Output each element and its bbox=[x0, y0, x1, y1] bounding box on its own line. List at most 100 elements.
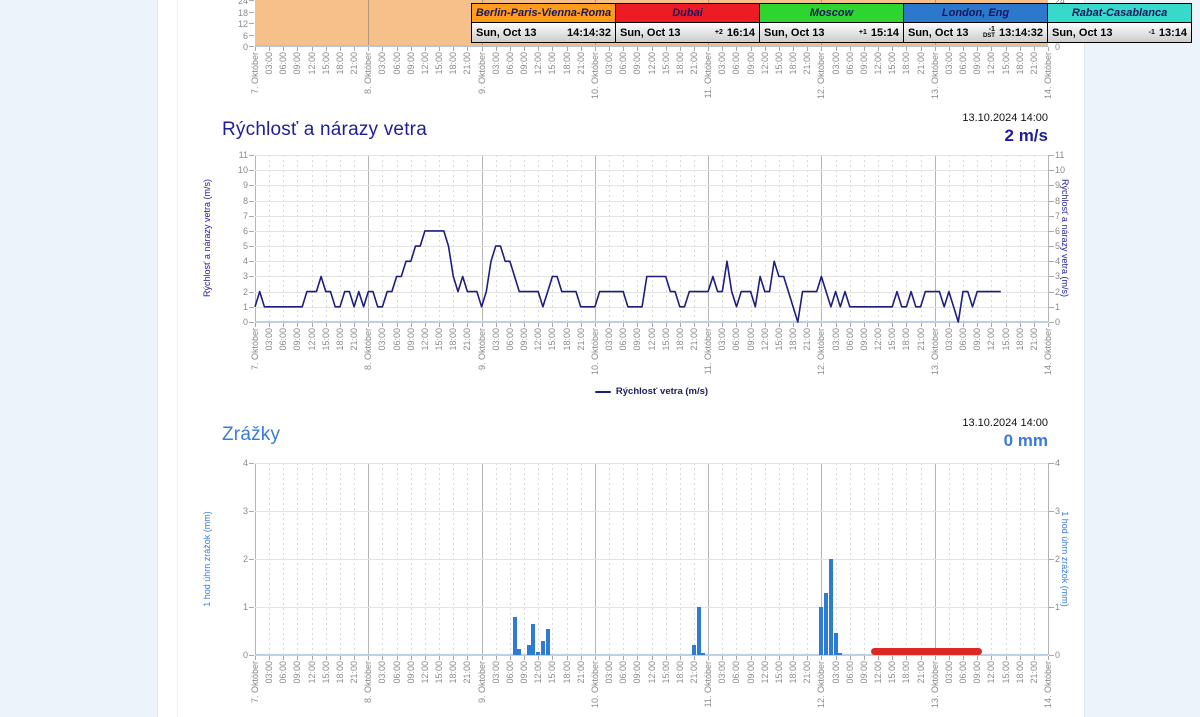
x-tick-mark bbox=[481, 323, 483, 327]
x-tick-hour-label: 06:00 bbox=[958, 328, 969, 351]
x-tick-mark bbox=[623, 323, 625, 327]
gridline-3h bbox=[283, 155, 285, 322]
x-tick-day-label: 12. Október bbox=[816, 52, 827, 100]
precip-bar bbox=[517, 649, 522, 655]
x-tick-day-label: 14. Október bbox=[1043, 661, 1053, 709]
x-tick-hour-label: 18:00 bbox=[561, 661, 572, 684]
x-tick-hour-label: 12:00 bbox=[533, 52, 544, 75]
x-tick-hour-label: 18:00 bbox=[561, 52, 572, 75]
x-tick-mark bbox=[255, 323, 256, 327]
precip-chart-timestamp: 13.10.2024 14:00 bbox=[962, 417, 1048, 429]
x-tick-mark bbox=[283, 323, 285, 327]
precip-yaxis-title-right: 1 hod úhrn zrážok (mm) bbox=[1060, 511, 1070, 607]
x-tick-hour-label: 06:00 bbox=[504, 661, 515, 684]
x-tick-hour-label: 15:00 bbox=[660, 328, 671, 351]
x-tick-hour-label: 12:00 bbox=[873, 661, 884, 684]
x-tick-mark bbox=[708, 656, 710, 660]
gridline-3h bbox=[693, 155, 695, 322]
x-tick-hour-label: 12:00 bbox=[646, 661, 657, 684]
gridline-3h bbox=[863, 155, 865, 322]
gridline-horizontal bbox=[255, 276, 1048, 278]
x-tick-mark bbox=[693, 47, 695, 51]
x-tick-mark bbox=[311, 656, 313, 660]
x-tick-mark bbox=[311, 47, 313, 51]
x-tick-mark bbox=[863, 47, 865, 51]
gridline-3h bbox=[354, 155, 356, 322]
y-tick-label-right: 9 bbox=[1055, 180, 1061, 191]
x-tick-day-label: 10. Október bbox=[589, 328, 600, 376]
x-tick-hour-label: 21:00 bbox=[688, 661, 699, 684]
x-tick-hour-label: 03:00 bbox=[264, 52, 275, 75]
x-tick-mark bbox=[594, 323, 596, 327]
x-tick-mark bbox=[368, 323, 370, 327]
y-tick-mark bbox=[249, 511, 254, 512]
x-tick-mark bbox=[495, 47, 497, 51]
clock-date: Sun, Oct 13 bbox=[1052, 26, 1113, 39]
wind-chart-title: Rýchlosť a nárazy vetra bbox=[222, 119, 427, 140]
x-tick-mark bbox=[750, 47, 752, 51]
x-tick-mark bbox=[467, 47, 469, 51]
x-tick-mark bbox=[906, 323, 908, 327]
gridline-3h bbox=[269, 155, 271, 322]
x-tick-mark bbox=[566, 656, 568, 660]
x-tick-day-label: 14. Október bbox=[1043, 52, 1053, 100]
x-tick-mark bbox=[467, 323, 469, 327]
x-tick-mark bbox=[651, 47, 653, 51]
x-tick-mark bbox=[821, 47, 823, 51]
x-tick-hour-label: 06:00 bbox=[278, 661, 289, 684]
x-tick-hour-label: 03:00 bbox=[830, 52, 841, 75]
y-tick-mark bbox=[1049, 559, 1054, 560]
gridline-3h bbox=[538, 155, 540, 322]
x-tick-mark bbox=[524, 323, 526, 327]
x-tick-mark bbox=[679, 323, 681, 327]
x-tick-hour-label: 06:00 bbox=[958, 661, 969, 684]
clock-city-time-row: Sun, Oct 13 -1 DST 13:14:32 bbox=[904, 23, 1047, 42]
x-tick-mark bbox=[1033, 656, 1035, 660]
x-tick-day-label: 8. Október bbox=[363, 328, 374, 371]
gridline-horizontal bbox=[255, 306, 1048, 308]
x-tick-mark bbox=[722, 323, 724, 327]
x-tick-mark bbox=[410, 656, 412, 660]
x-tick-mark bbox=[538, 47, 540, 51]
gridline-3h bbox=[311, 155, 313, 322]
x-tick-hour-label: 21:00 bbox=[462, 52, 473, 75]
x-tick-mark bbox=[948, 323, 950, 327]
clock-city-rabat: Rabat-Casablanca Sun, Oct 13 -1 13:14 bbox=[1048, 4, 1191, 42]
wind-yaxis-title-right: Rýchlosť a nárazy vetra (m/s) bbox=[1060, 179, 1070, 297]
x-tick-mark bbox=[424, 323, 426, 327]
x-tick-hour-label: 15:00 bbox=[547, 328, 558, 351]
gridline-3h bbox=[467, 155, 469, 322]
gridline-horizontal bbox=[255, 607, 1048, 608]
gridline-3h bbox=[297, 155, 299, 322]
x-tick-mark bbox=[892, 323, 894, 327]
clock-city-name: Berlin-Paris-Vienna-Roma bbox=[472, 4, 615, 23]
x-tick-hour-label: 15:00 bbox=[1000, 328, 1011, 351]
x-tick-mark bbox=[368, 656, 370, 660]
y-tick-mark bbox=[249, 155, 254, 156]
x-tick-mark bbox=[354, 323, 356, 327]
x-tick-hour-label: 12:00 bbox=[306, 328, 317, 351]
x-tick-mark bbox=[679, 656, 681, 660]
y-tick-label-right: 0 bbox=[1055, 42, 1061, 52]
y-tick-mark bbox=[249, 322, 254, 323]
y-tick-mark bbox=[1049, 276, 1054, 278]
x-tick-hour-label: 09:00 bbox=[745, 328, 756, 351]
x-tick-mark bbox=[269, 656, 271, 660]
x-tick-hour-label: 03:00 bbox=[264, 661, 275, 684]
gridline-horizontal bbox=[255, 185, 1048, 187]
y-tick-mark bbox=[249, 246, 254, 248]
y-tick-label-left: 1 bbox=[242, 301, 248, 312]
x-tick-hour-label: 21:00 bbox=[349, 661, 360, 684]
y-tick-label-left: 8 bbox=[242, 195, 248, 206]
x-tick-hour-label: 09:00 bbox=[858, 328, 869, 351]
x-tick-mark bbox=[396, 47, 398, 51]
clock-city-name: Rabat-Casablanca bbox=[1048, 4, 1191, 23]
x-tick-mark bbox=[778, 47, 780, 51]
x-tick-mark bbox=[269, 323, 271, 327]
x-tick-hour-label: 21:00 bbox=[349, 328, 360, 351]
y-tick-mark bbox=[1049, 261, 1054, 263]
precip-bar bbox=[512, 616, 517, 655]
y-tick-mark bbox=[249, 291, 254, 293]
y-tick-label-left: 9 bbox=[242, 180, 248, 191]
